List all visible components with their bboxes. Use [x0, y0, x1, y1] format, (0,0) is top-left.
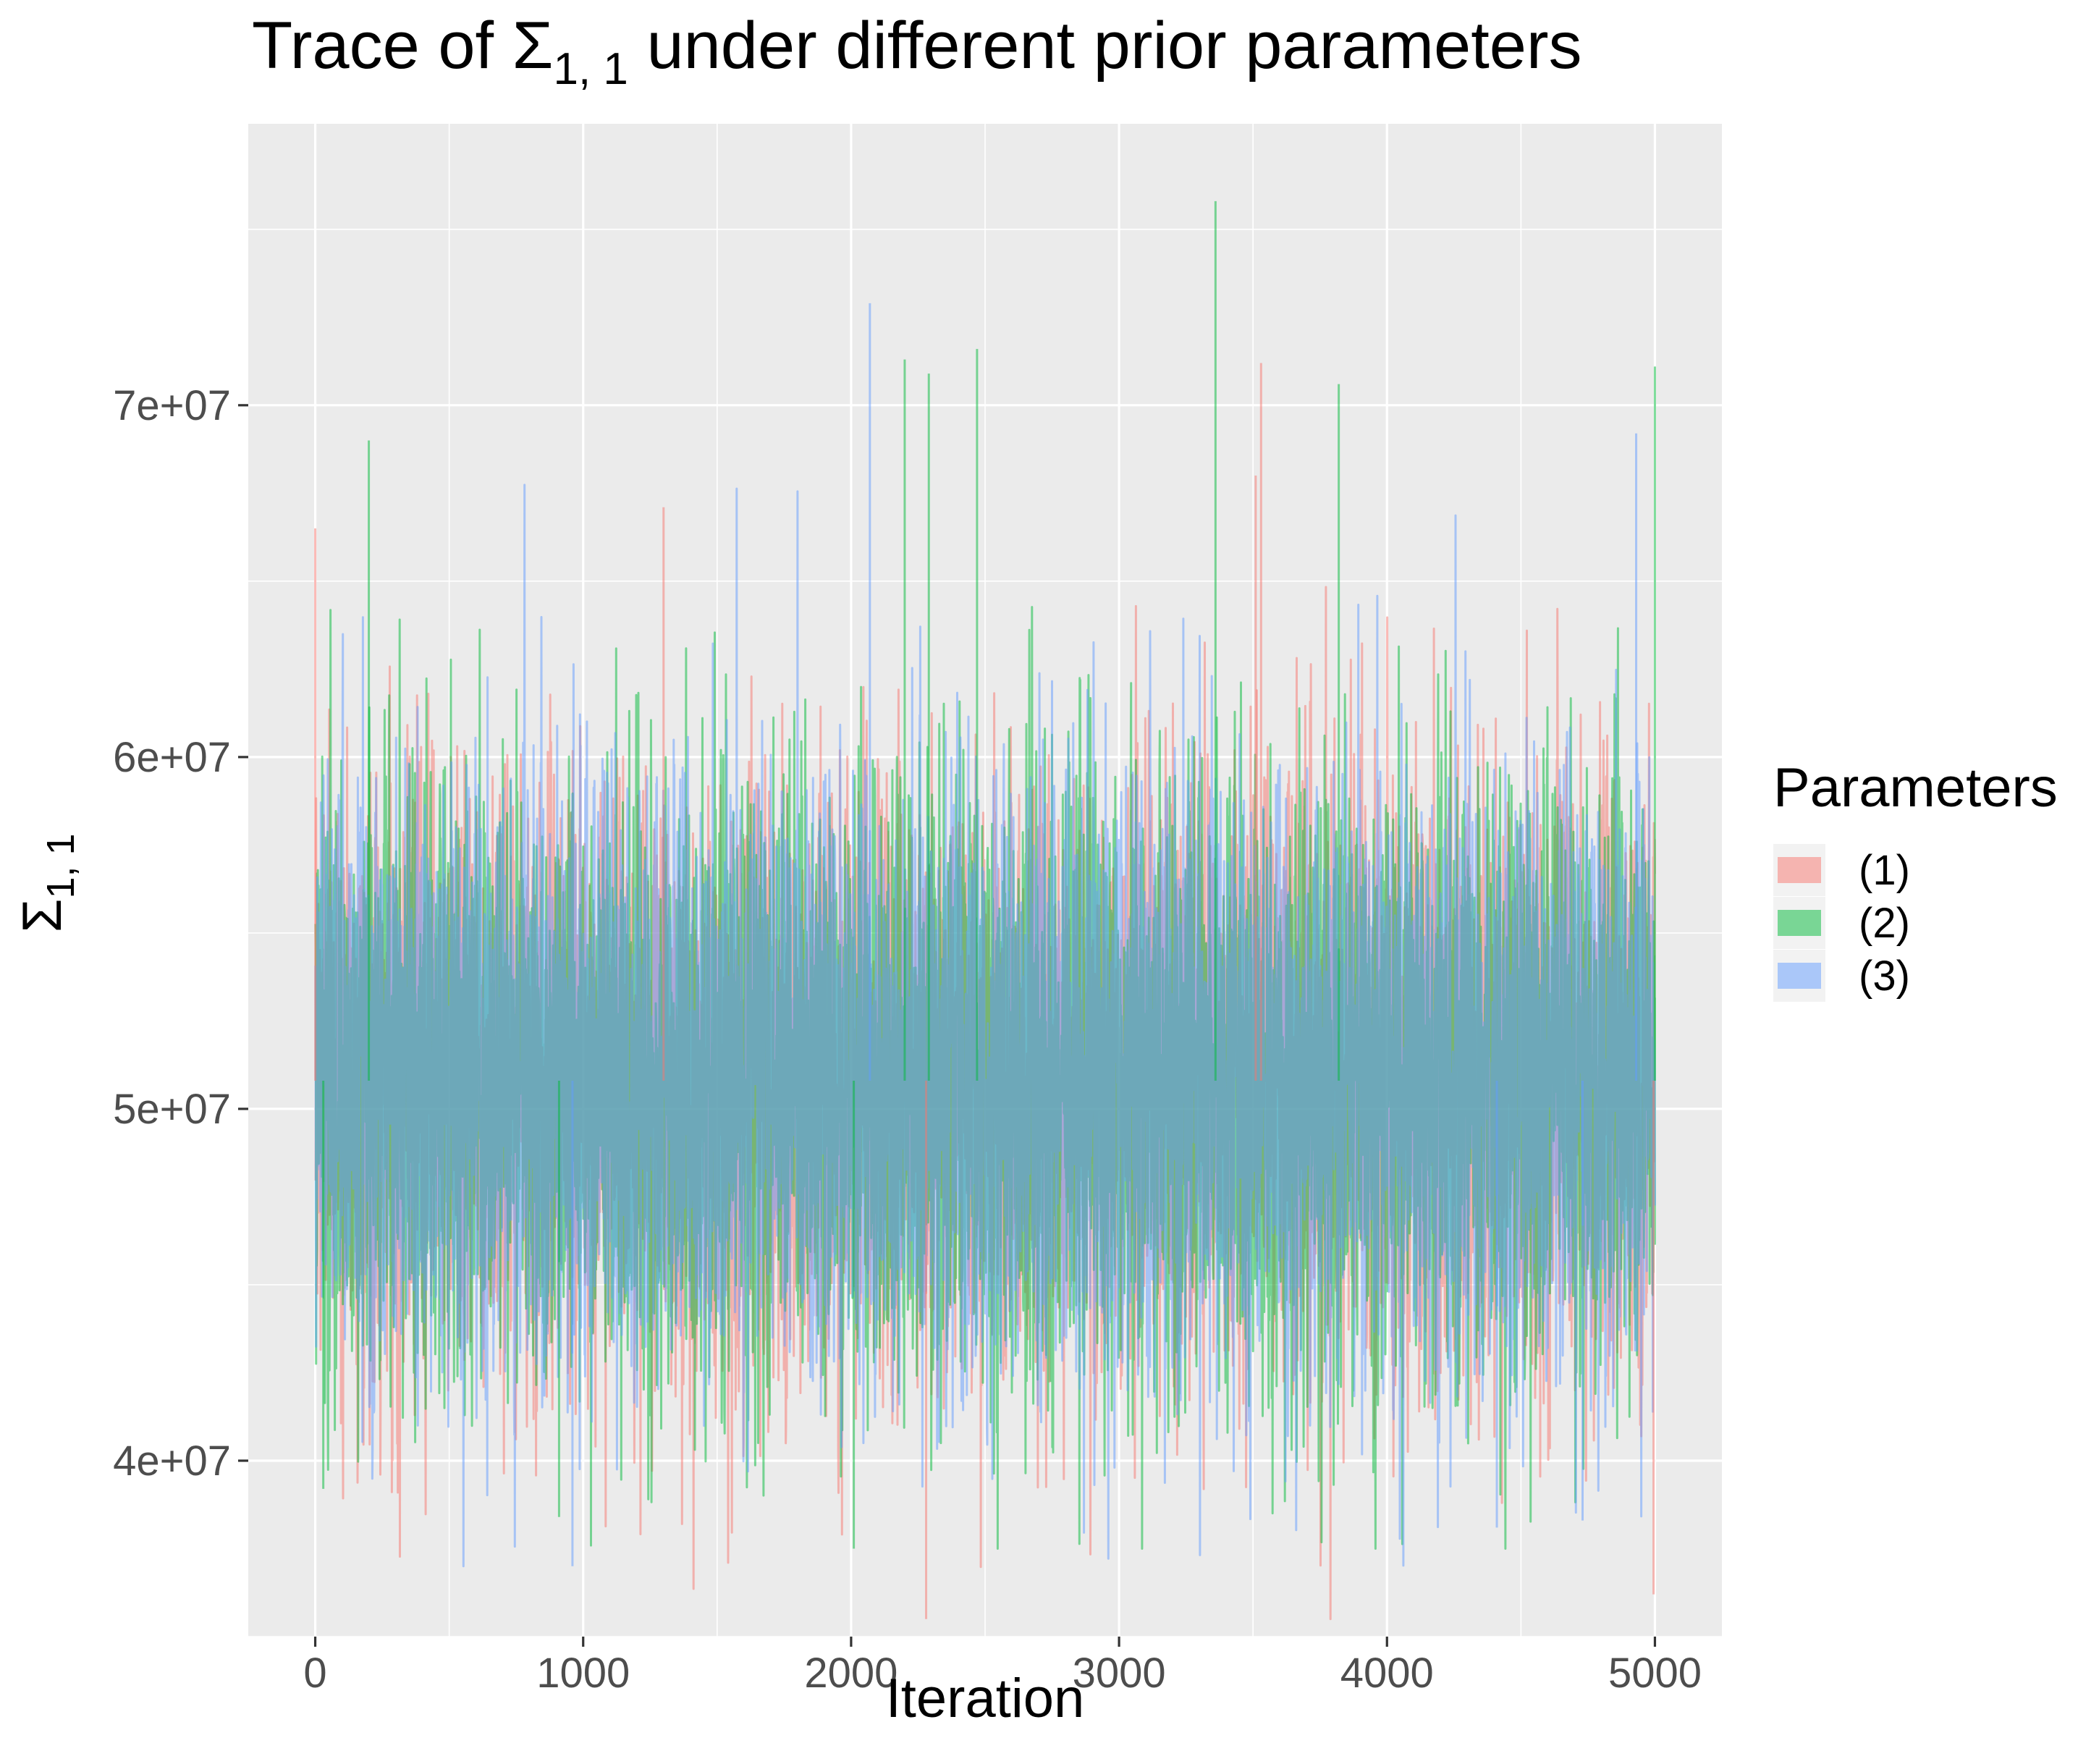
- trace-line-series-3: [314, 484, 1656, 1568]
- series-traces: [314, 484, 1656, 1621]
- title-suffix: under different prior parameters: [628, 9, 1582, 83]
- axis-ticks: [238, 404, 1657, 1647]
- y-tick-label: 4e+07: [113, 1438, 231, 1485]
- x-tick-labels: 0 1000 2000 3000 4000 5000: [303, 1650, 1702, 1697]
- x-axis-title: Iteration: [886, 1668, 1085, 1729]
- legend-swatch: [1778, 963, 1821, 989]
- x-tick-label: 4000: [1340, 1650, 1434, 1697]
- x-tick-label: 1000: [536, 1650, 630, 1697]
- y-tick-label: 7e+07: [113, 382, 231, 429]
- y-axis-title-subscript: 1, 1: [39, 833, 83, 898]
- title-prefix: Trace of Σ: [252, 9, 553, 83]
- legend: Parameters (1) (2) (3): [1773, 757, 2058, 1002]
- series-spikes: [314, 201, 1656, 1619]
- legend-swatch: [1778, 910, 1821, 936]
- x-tick-label: 5000: [1608, 1650, 1702, 1697]
- x-tick-label: 0: [303, 1650, 326, 1697]
- legend-label: (1): [1859, 847, 1910, 894]
- legend-title: Parameters: [1773, 757, 2058, 819]
- title-subscript: 1, 1: [553, 44, 628, 94]
- legend-swatch: [1778, 857, 1821, 883]
- legend-label: (2): [1859, 900, 1910, 947]
- legend-items: (1) (2) (3): [1773, 844, 1910, 1002]
- y-axis-title: Σ1, 1: [12, 833, 83, 932]
- y-tick-label: 5e+07: [113, 1086, 231, 1133]
- y-axis-title-base: Σ: [12, 899, 73, 933]
- chart-title: Trace of Σ1, 1 under different prior par…: [252, 9, 1582, 94]
- x-tick-label: 2000: [804, 1650, 898, 1697]
- y-tick-labels: 4e+07 5e+07 6e+07 7e+07: [113, 382, 231, 1485]
- y-tick-label: 6e+07: [113, 734, 231, 781]
- x-tick-label: 3000: [1073, 1650, 1166, 1697]
- legend-label: (3): [1859, 953, 1910, 1000]
